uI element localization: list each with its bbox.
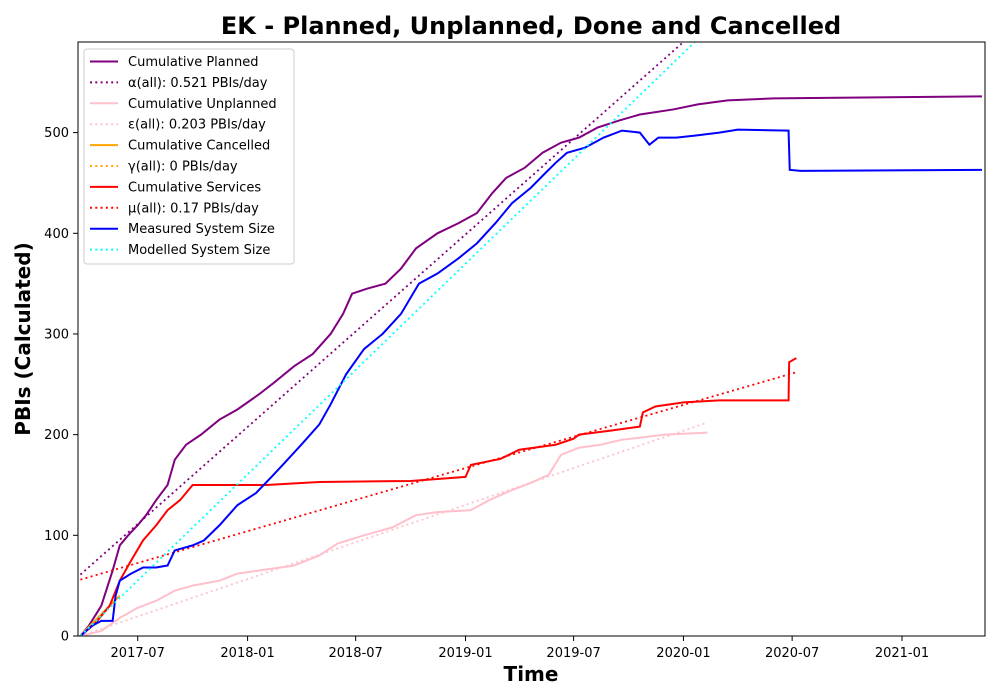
- y-tick-label: 200: [44, 428, 69, 443]
- y-tick-label: 100: [44, 529, 69, 544]
- series-line-3: [80, 421, 708, 636]
- series-layer: [79, 42, 983, 636]
- y-tick-label: 0: [61, 630, 69, 645]
- series-line-8: [79, 128, 983, 636]
- legend-label-4: Cumulative Cancelled: [128, 139, 270, 154]
- legend-label-5: γ(all): 0 PBIs/day: [128, 160, 238, 175]
- x-tick-label: 2018-01: [220, 646, 274, 661]
- legend-label-2: Cumulative Unplanned: [128, 97, 277, 112]
- series-line-2: [80, 431, 708, 636]
- legend-label-7: μ(all): 0.17 PBIs/day: [128, 201, 259, 216]
- series-line-6: [79, 357, 797, 636]
- x-tick-label: 2017-07: [111, 646, 165, 661]
- legend-label-6: Cumulative Services: [128, 180, 261, 195]
- x-axis: 2017-07 2018-01 2018-07 2019-01 2019-07 2020-…: [111, 636, 929, 661]
- series-line-0: [79, 95, 983, 636]
- x-axis-label: Time: [504, 662, 559, 686]
- series-line-9: [79, 42, 696, 636]
- x-tick-label: 2021-01: [875, 646, 929, 661]
- x-tick-label: 2019-01: [438, 646, 492, 661]
- plot-frame: [77, 41, 986, 637]
- legend-box: [83, 48, 295, 265]
- y-tick-label: 500: [44, 126, 69, 141]
- y-axis-label: PBIs (Calculated): [11, 242, 35, 435]
- series-line-1: [79, 42, 685, 576]
- x-tick-label: 2020-01: [656, 646, 710, 661]
- legend-label-0: Cumulative Planned: [128, 55, 258, 70]
- y-tick-label: 300: [44, 327, 69, 342]
- x-tick-label: 2018-07: [328, 646, 382, 661]
- legend-label-9: Modelled System Size: [128, 243, 270, 258]
- legend-label-3: ε(all): 0.203 PBIs/day: [128, 118, 266, 133]
- y-axis: 0 100 200 300 400 500: [44, 126, 78, 645]
- legend: Cumulative Planned α(all): 0.521 PBIs/day…: [83, 48, 295, 265]
- x-tick-label: 2020-07: [765, 646, 819, 661]
- series-line-7: [80, 371, 797, 581]
- y-tick-label: 400: [44, 227, 69, 242]
- legend-label-8: Measured System Size: [128, 222, 275, 237]
- x-tick-label: 2019-07: [546, 646, 600, 661]
- chart-title: EK - Planned, Unplanned, Done and Cancel…: [221, 12, 841, 40]
- legend-label-1: α(all): 0.521 PBIs/day: [128, 76, 268, 91]
